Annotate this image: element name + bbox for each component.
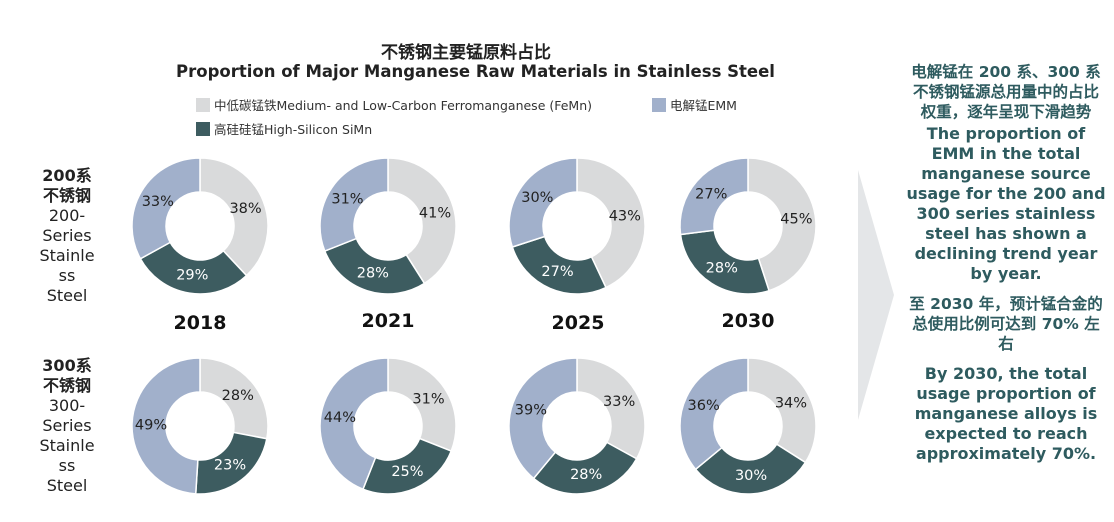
- donut-label-300-2025-emm: 39%: [515, 402, 547, 418]
- donut-label-300-2018-femn: 28%: [222, 388, 254, 404]
- legend-item-simn: 高硅硅锰High-Silicon SiMn: [196, 119, 372, 138]
- donut-slice-300-2018-femn: [199, 357, 269, 440]
- legend-item-emm: 电解锰EMM: [652, 95, 737, 114]
- row-label-300-cn: 300系 不锈钢: [42, 356, 92, 395]
- donut-slice-300-2030-femn: [747, 357, 817, 464]
- donut-slice-200-2030-femn: [747, 157, 817, 292]
- row-label-200: 200系 不锈钢 200- Series Stainle ss Steel: [22, 166, 112, 306]
- donut-label-300-2018-emm: 49%: [135, 417, 167, 433]
- donut-slice-300-2018-emm: [131, 357, 201, 495]
- arrow-shape: [858, 170, 894, 420]
- row-label-300: 300系 不锈钢 300- Series Stainle ss Steel: [22, 356, 112, 496]
- donut-slice-300-2021-femn: [387, 357, 457, 453]
- donut-slice-200-2025-femn: [576, 157, 646, 289]
- donut-slice-300-2025-emm: [508, 357, 578, 480]
- side-text-2-cn: 至 2030 年，预计锰合金的总使用比例可达到 70% 左右: [909, 295, 1103, 353]
- donut-label-200-2018-femn: 38%: [229, 201, 261, 217]
- legend-item-femn: 中低碳锰铁Medium- and Low-Carbon Ferromangane…: [196, 95, 592, 114]
- legend-swatch-femn: [196, 97, 210, 112]
- side-commentary: 电解锰在 200 系、300 系不锈钢锰源总用量中的占比权重，逐年呈现下滑趋势 …: [906, 62, 1106, 474]
- row-label-200-cn: 200系 不锈钢: [42, 166, 92, 205]
- side-text-2-en: By 2030, the total usage proportion of m…: [914, 364, 1098, 463]
- row-label-200-en: 200- Series Stainle ss Steel: [39, 206, 95, 305]
- donut-label-200-2025-emm: 30%: [521, 190, 553, 206]
- donut-slice-200-2021-emm: [319, 157, 389, 253]
- donut-label-200-2025-simn: 27%: [541, 264, 573, 280]
- donut-label-200-2030-simn: 28%: [706, 260, 738, 276]
- donut-slice-300-2021-simn: [361, 437, 453, 495]
- donut-label-300-2030-emm: 36%: [688, 398, 720, 414]
- donut-label-200-2030-emm: 27%: [695, 187, 727, 203]
- donut-label-200-2025-femn: 43%: [609, 208, 641, 224]
- donut-charts: 38% 29% 33% 41% 28% 31% 43% 27% 30% 45% 28% 27% 28% 2…: [131, 157, 817, 495]
- donut-label-300-2025-simn: 28%: [570, 467, 602, 483]
- legend-label-simn: 高硅硅锰High-Silicon SiMn: [214, 122, 373, 137]
- legend-swatch-emm: [652, 97, 666, 112]
- donut-label-300-2025-femn: 33%: [603, 394, 635, 410]
- donut-label-200-2018-emm: 33%: [142, 194, 174, 210]
- row-label-300-en: 300- Series Stainle ss Steel: [39, 396, 95, 495]
- donut-slice-200-2025-emm: [508, 157, 578, 248]
- donut-slice-300-2030-simn: [694, 443, 807, 495]
- year-label-2030: 2030: [721, 310, 775, 332]
- donut-slice-300-2025-femn: [576, 357, 646, 460]
- donut-slice-200-2018-emm: [131, 157, 201, 260]
- donut-label-300-2021-femn: 31%: [412, 391, 444, 407]
- year-label-2021: 2021: [361, 310, 415, 332]
- donut-label-300-2021-emm: 44%: [324, 410, 356, 426]
- legend-label-femn: 中低碳锰铁Medium- and Low-Carbon Ferromangane…: [214, 98, 593, 113]
- donut-slice-200-2030-simn: [679, 229, 770, 295]
- donut-label-200-2021-femn: 41%: [419, 205, 451, 221]
- donut-label-300-2021-simn: 25%: [391, 464, 423, 480]
- donut-label-200-2021-emm: 31%: [331, 191, 363, 207]
- side-text-1-cn: 电解锰在 200 系、300 系不锈钢锰源总用量中的占比权重，逐年呈现下滑趋势: [911, 63, 1101, 121]
- legend-swatch-simn: [196, 121, 210, 136]
- donut-label-300-2030-femn: 34%: [775, 395, 807, 411]
- donut-label-300-2030-simn: 30%: [735, 468, 767, 484]
- donut-slice-200-2030-emm: [679, 157, 749, 236]
- donut-slice-300-2025-simn: [532, 441, 638, 495]
- donut-slice-200-2018-femn: [199, 157, 269, 277]
- year-label-2018: 2018: [173, 312, 227, 334]
- donut-label-300-2018-simn: 23%: [214, 458, 246, 474]
- donut-slice-300-2021-emm: [319, 357, 389, 491]
- donut-slice-200-2018-simn: [139, 241, 248, 295]
- donut-slice-300-2030-emm: [679, 357, 749, 471]
- donut-label-200-2021-simn: 28%: [357, 266, 389, 282]
- chart-title-en: Proportion of Major Manganese Raw Materi…: [176, 62, 775, 81]
- donut-slice-200-2025-simn: [511, 235, 607, 295]
- chart-title-cn: 不锈钢主要锰原料占比: [381, 43, 551, 63]
- donut-slice-200-2021-simn: [323, 237, 426, 295]
- donut-slice-200-2021-femn: [387, 157, 457, 285]
- donut-label-200-2018-simn: 29%: [176, 267, 208, 283]
- legend-label-emm: 电解锰EMM: [670, 98, 737, 113]
- side-text-1-en: The proportion of EMM in the total manga…: [906, 124, 1106, 283]
- donut-label-200-2030-femn: 45%: [780, 211, 812, 227]
- year-label-2025: 2025: [551, 312, 605, 334]
